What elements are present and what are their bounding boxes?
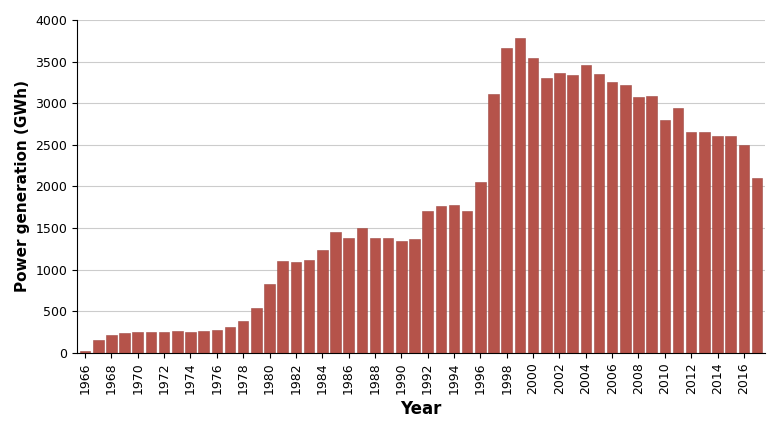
Bar <box>225 327 236 353</box>
Bar <box>686 132 697 353</box>
Bar <box>435 206 446 353</box>
Bar <box>251 308 261 353</box>
Bar <box>647 96 657 353</box>
Bar <box>515 38 525 353</box>
Bar <box>383 238 393 353</box>
Bar <box>303 260 314 353</box>
Bar <box>633 97 643 353</box>
Bar <box>80 351 90 353</box>
Bar <box>699 132 710 353</box>
Bar <box>502 48 512 353</box>
Bar <box>752 178 762 353</box>
Bar <box>198 331 209 353</box>
Bar <box>448 205 459 353</box>
Bar <box>264 284 275 353</box>
Bar <box>475 182 486 353</box>
Bar <box>330 232 341 353</box>
Bar <box>528 58 538 353</box>
Bar <box>607 82 618 353</box>
Bar <box>356 228 367 353</box>
Bar <box>278 261 288 353</box>
Bar <box>370 238 380 353</box>
Bar <box>620 85 630 353</box>
Bar <box>567 75 578 353</box>
Bar <box>343 238 354 353</box>
X-axis label: Year: Year <box>400 400 441 418</box>
Bar <box>739 145 749 353</box>
Bar <box>238 321 249 353</box>
Bar <box>725 136 736 353</box>
Bar <box>462 211 473 353</box>
Bar <box>712 136 723 353</box>
Bar <box>172 331 183 353</box>
Bar <box>594 74 604 353</box>
Bar <box>673 108 683 353</box>
Bar <box>423 210 433 353</box>
Bar <box>106 335 117 353</box>
Bar <box>410 239 420 353</box>
Bar <box>211 330 222 353</box>
Bar <box>146 332 156 353</box>
Bar <box>554 73 565 353</box>
Bar <box>93 340 104 353</box>
Y-axis label: Power generation (GWh): Power generation (GWh) <box>15 81 30 292</box>
Bar <box>396 241 406 353</box>
Bar <box>133 332 143 353</box>
Bar <box>541 78 551 353</box>
Bar <box>119 333 129 353</box>
Bar <box>185 332 196 353</box>
Bar <box>291 262 301 353</box>
Bar <box>159 332 169 353</box>
Bar <box>317 250 328 353</box>
Bar <box>660 120 670 353</box>
Bar <box>488 94 499 353</box>
Bar <box>580 65 591 353</box>
